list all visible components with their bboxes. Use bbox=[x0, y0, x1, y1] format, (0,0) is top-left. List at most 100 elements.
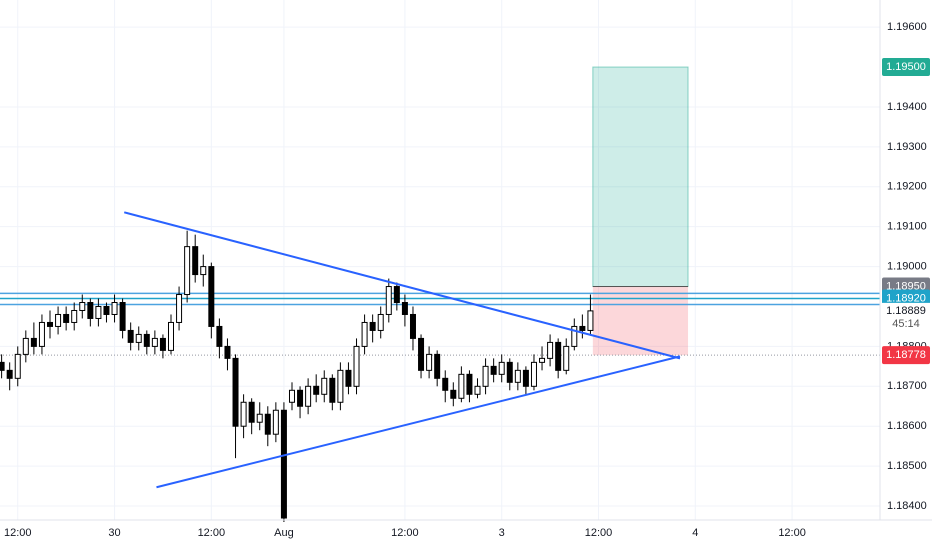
candle-body bbox=[539, 357, 546, 363]
candle-body bbox=[337, 369, 344, 403]
y-tick-label: 1.19300 bbox=[887, 141, 927, 153]
candle-body bbox=[47, 321, 54, 327]
candle-body bbox=[192, 246, 199, 276]
candle-body bbox=[151, 337, 158, 347]
countdown: 45:14 bbox=[892, 318, 920, 330]
candle-body bbox=[522, 369, 529, 387]
candle-body bbox=[6, 369, 13, 379]
y-tick-label: 1.18700 bbox=[887, 380, 927, 392]
candle-body bbox=[579, 325, 586, 331]
candle-body bbox=[466, 373, 473, 395]
candle-body bbox=[442, 377, 449, 391]
x-tick-label: 12:00 bbox=[198, 527, 226, 539]
candle-body bbox=[95, 305, 102, 319]
candle-body bbox=[288, 389, 295, 403]
last-price-badge bbox=[882, 302, 930, 333]
candle-body bbox=[176, 294, 183, 323]
candle-body bbox=[321, 377, 328, 395]
candle-body bbox=[232, 357, 239, 427]
candle-body bbox=[143, 333, 150, 347]
y-tick-label: 1.19200 bbox=[887, 181, 927, 193]
candle-body bbox=[127, 329, 134, 343]
candle-body bbox=[280, 409, 287, 519]
candle-body bbox=[482, 365, 489, 387]
candle-body bbox=[135, 333, 142, 343]
candle-body bbox=[426, 353, 433, 371]
candle-body bbox=[474, 385, 481, 395]
candle-body bbox=[490, 365, 497, 375]
candle-body bbox=[200, 266, 207, 276]
candle-body bbox=[71, 309, 78, 323]
candle-body bbox=[63, 313, 70, 323]
candle-body bbox=[216, 325, 223, 347]
x-tick-label: 4 bbox=[692, 527, 698, 539]
y-tick-label: 1.19600 bbox=[887, 21, 927, 33]
candle-body bbox=[434, 353, 441, 379]
candle-body bbox=[30, 337, 37, 347]
loss-zone bbox=[592, 286, 689, 356]
candle-body bbox=[313, 385, 320, 395]
candle-body bbox=[167, 321, 174, 351]
price-badge-label: 1.18950 bbox=[886, 280, 926, 292]
candle-body bbox=[329, 377, 336, 403]
candle-body bbox=[14, 353, 21, 379]
candle-body bbox=[571, 325, 578, 347]
candle-body bbox=[297, 389, 304, 407]
candle-body bbox=[369, 321, 376, 331]
candle-body bbox=[248, 401, 255, 423]
candle-body bbox=[377, 313, 384, 331]
candle-body bbox=[0, 361, 5, 371]
candle-body bbox=[409, 313, 416, 339]
plot-area bbox=[0, 66, 880, 522]
candle-body bbox=[393, 286, 400, 304]
candle-body bbox=[272, 409, 279, 435]
candle-body bbox=[401, 302, 408, 315]
candle-body bbox=[305, 385, 312, 407]
y-tick-label: 1.18500 bbox=[887, 460, 927, 472]
candle-body bbox=[264, 413, 271, 435]
candle-body bbox=[555, 341, 562, 371]
candle-body bbox=[87, 302, 94, 319]
x-tick-label: 12:00 bbox=[778, 527, 806, 539]
candle-body bbox=[38, 321, 45, 347]
candle-body bbox=[240, 401, 247, 427]
candle-body bbox=[385, 286, 392, 315]
candle-body bbox=[547, 341, 554, 359]
candle-body bbox=[530, 361, 537, 387]
candle-body bbox=[345, 369, 352, 387]
y-tick-label: 1.19000 bbox=[887, 260, 927, 272]
candle-body bbox=[450, 389, 457, 399]
candle-body bbox=[22, 337, 29, 355]
x-tick-label: 30 bbox=[108, 527, 120, 539]
y-tick-label: 1.18600 bbox=[887, 420, 927, 432]
candle-body bbox=[159, 337, 166, 351]
candle-body bbox=[103, 305, 110, 315]
price-axis bbox=[880, 0, 932, 550]
y-tick-label: 1.19400 bbox=[887, 101, 927, 113]
y-tick-label: 1.19100 bbox=[887, 221, 927, 233]
candle-body bbox=[111, 302, 118, 315]
candle-body bbox=[353, 345, 360, 387]
candle-body bbox=[224, 345, 231, 359]
candle-body bbox=[208, 266, 215, 327]
candle-body bbox=[563, 345, 570, 371]
grid bbox=[0, 0, 880, 520]
candle-body bbox=[256, 413, 263, 423]
x-tick-label: Aug bbox=[274, 527, 294, 539]
profit-zone bbox=[592, 66, 689, 288]
candle-body bbox=[79, 302, 86, 311]
candle-body bbox=[184, 246, 191, 296]
candle-body bbox=[418, 337, 425, 371]
price-badge bbox=[882, 346, 930, 365]
trend-line bbox=[123, 211, 681, 360]
price-badge bbox=[882, 58, 930, 77]
x-tick-label: 12:00 bbox=[4, 527, 32, 539]
candle-body bbox=[514, 369, 521, 383]
axes: 1.19600 1.19400 1.19300 1.19200 1.19100 1.190… bbox=[4, 21, 930, 539]
price-badge-label: 1.19500 bbox=[886, 61, 926, 73]
candle-body bbox=[119, 302, 126, 331]
price-badge-label: 1.18920 bbox=[886, 292, 926, 304]
candle-body bbox=[587, 310, 594, 331]
candle-body bbox=[498, 361, 505, 375]
